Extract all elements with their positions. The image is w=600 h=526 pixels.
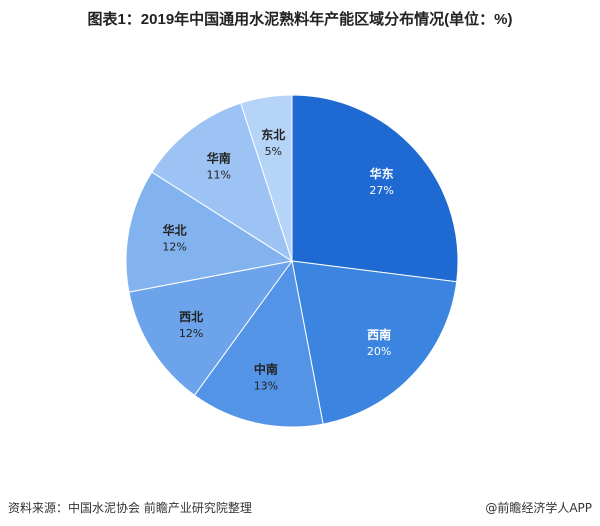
data-label: 12% [162, 241, 186, 254]
slice-label: 华北 [163, 223, 187, 238]
data-label: 11% [207, 169, 231, 182]
slice-label: 华南 [207, 151, 231, 166]
pie-slice-6 [240, 94, 293, 262]
pie-slice-5 [151, 102, 293, 263]
slice-label: 西北 [179, 309, 203, 324]
brand-credit: @前瞻经济学人APP [485, 501, 592, 515]
data-label: 20% [367, 345, 391, 358]
slice-label: 东北 [261, 127, 285, 142]
pie-slice-0 [291, 94, 459, 283]
data-label: 27% [369, 184, 393, 197]
slice-label: 西南 [367, 327, 391, 342]
slice-label: 华东 [370, 166, 394, 181]
data-label: 13% [254, 380, 278, 393]
data-label: 5% [265, 145, 282, 158]
data-label: 12% [179, 327, 203, 340]
pie-slice-1 [291, 260, 458, 425]
source-note: 资料来源：中国水泥协会 前瞻产业研究院整理 [8, 501, 252, 515]
pie-slice-4 [125, 171, 294, 293]
pie-slice-2 [193, 259, 324, 428]
pie-slice-3 [128, 260, 294, 396]
slice-label: 中南 [254, 362, 278, 377]
chart-title: 图表1：2019年中国通用水泥熟料年产能区域分布情况(单位：%) [87, 11, 513, 28]
